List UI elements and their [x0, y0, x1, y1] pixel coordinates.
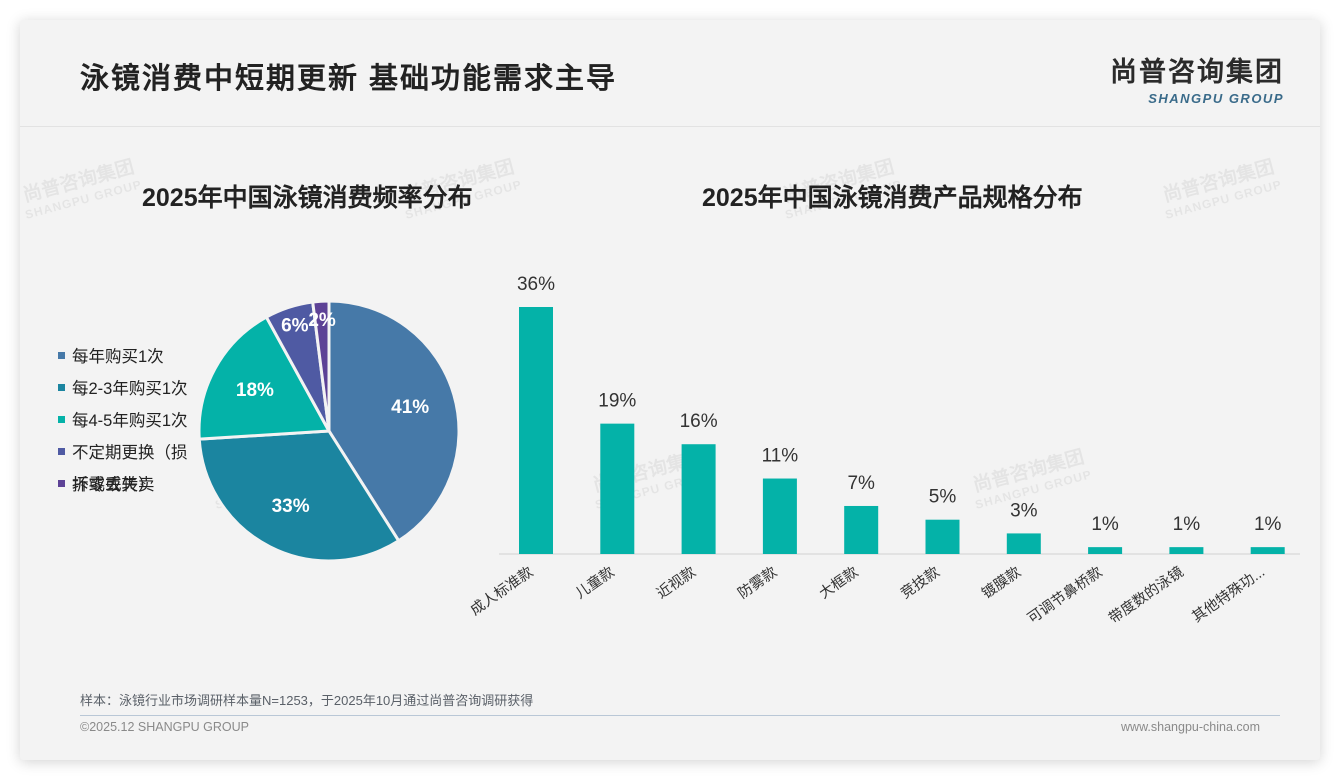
svg-text:1%: 1%: [1254, 514, 1282, 535]
svg-text:其他特殊功...: 其他特殊功...: [1189, 563, 1268, 625]
svg-text:近视款: 近视款: [654, 563, 700, 602]
svg-text:可调节鼻桥款: 可调节鼻桥款: [1024, 563, 1105, 627]
svg-text:36%: 36%: [517, 274, 555, 295]
svg-text:1%: 1%: [1173, 514, 1201, 535]
svg-text:1%: 1%: [1091, 514, 1119, 535]
svg-text:带度数的泳镜: 带度数的泳镜: [1105, 563, 1187, 628]
svg-text:5%: 5%: [929, 487, 957, 508]
svg-text:大框款: 大框款: [816, 563, 862, 602]
svg-text:镀膜款: 镀膜款: [979, 563, 1025, 602]
svg-text:防雾款: 防雾款: [735, 563, 781, 602]
svg-text:成人标准款: 成人标准款: [467, 563, 537, 619]
svg-text:11%: 11%: [762, 446, 799, 467]
svg-text:7%: 7%: [847, 473, 875, 494]
svg-text:儿童款: 儿童款: [572, 562, 618, 602]
svg-text:3%: 3%: [1010, 500, 1038, 521]
svg-text:19%: 19%: [598, 391, 636, 412]
svg-text:16%: 16%: [680, 411, 718, 432]
svg-text:竞技款: 竞技款: [897, 562, 943, 602]
